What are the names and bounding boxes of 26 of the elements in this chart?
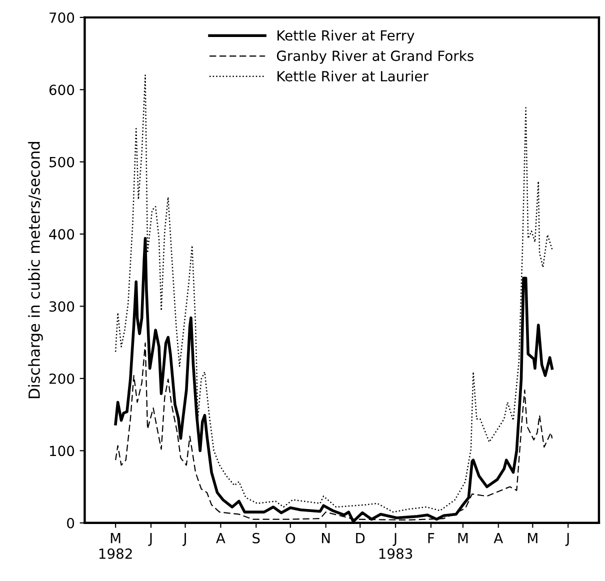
y-tick-label: 0 (67, 518, 74, 528)
x-tick-label: D (356, 533, 365, 544)
x-tick-label: A (216, 533, 226, 544)
x-tick-label: F (428, 533, 434, 544)
x-tick-label: J (182, 533, 186, 546)
x-tick-label: S (252, 532, 260, 544)
legend-label: Kettle River at Ferry (278, 30, 414, 44)
y-tick-label: 700 (50, 12, 74, 23)
x-tick-label: M (528, 533, 538, 544)
y-tick-label: 600 (49, 84, 74, 96)
x-tick-label: J (565, 533, 569, 546)
legend-label: Kettle River at Laurier (278, 70, 428, 82)
y-tick-label: 100 (50, 446, 74, 456)
x-tick-label: J (148, 533, 152, 546)
y-tick-label: 500 (50, 156, 74, 168)
y-tick-label: 400 (49, 229, 74, 240)
y-axis-title: Discharge in cubic meters/second (28, 142, 43, 398)
x-tick-label: M 1982 (99, 533, 132, 559)
x-tick-label: A (494, 533, 504, 544)
legend-label: Granby River at Grand Forks (276, 50, 474, 64)
y-tick-label: 300 (50, 301, 74, 312)
x-tick-label: M (458, 533, 468, 544)
y-tick-label: 200 (49, 373, 74, 384)
x-tick-label: O (286, 532, 296, 544)
x-tick-label: J 1983 (379, 533, 412, 559)
x-tick-label: N (322, 533, 330, 544)
